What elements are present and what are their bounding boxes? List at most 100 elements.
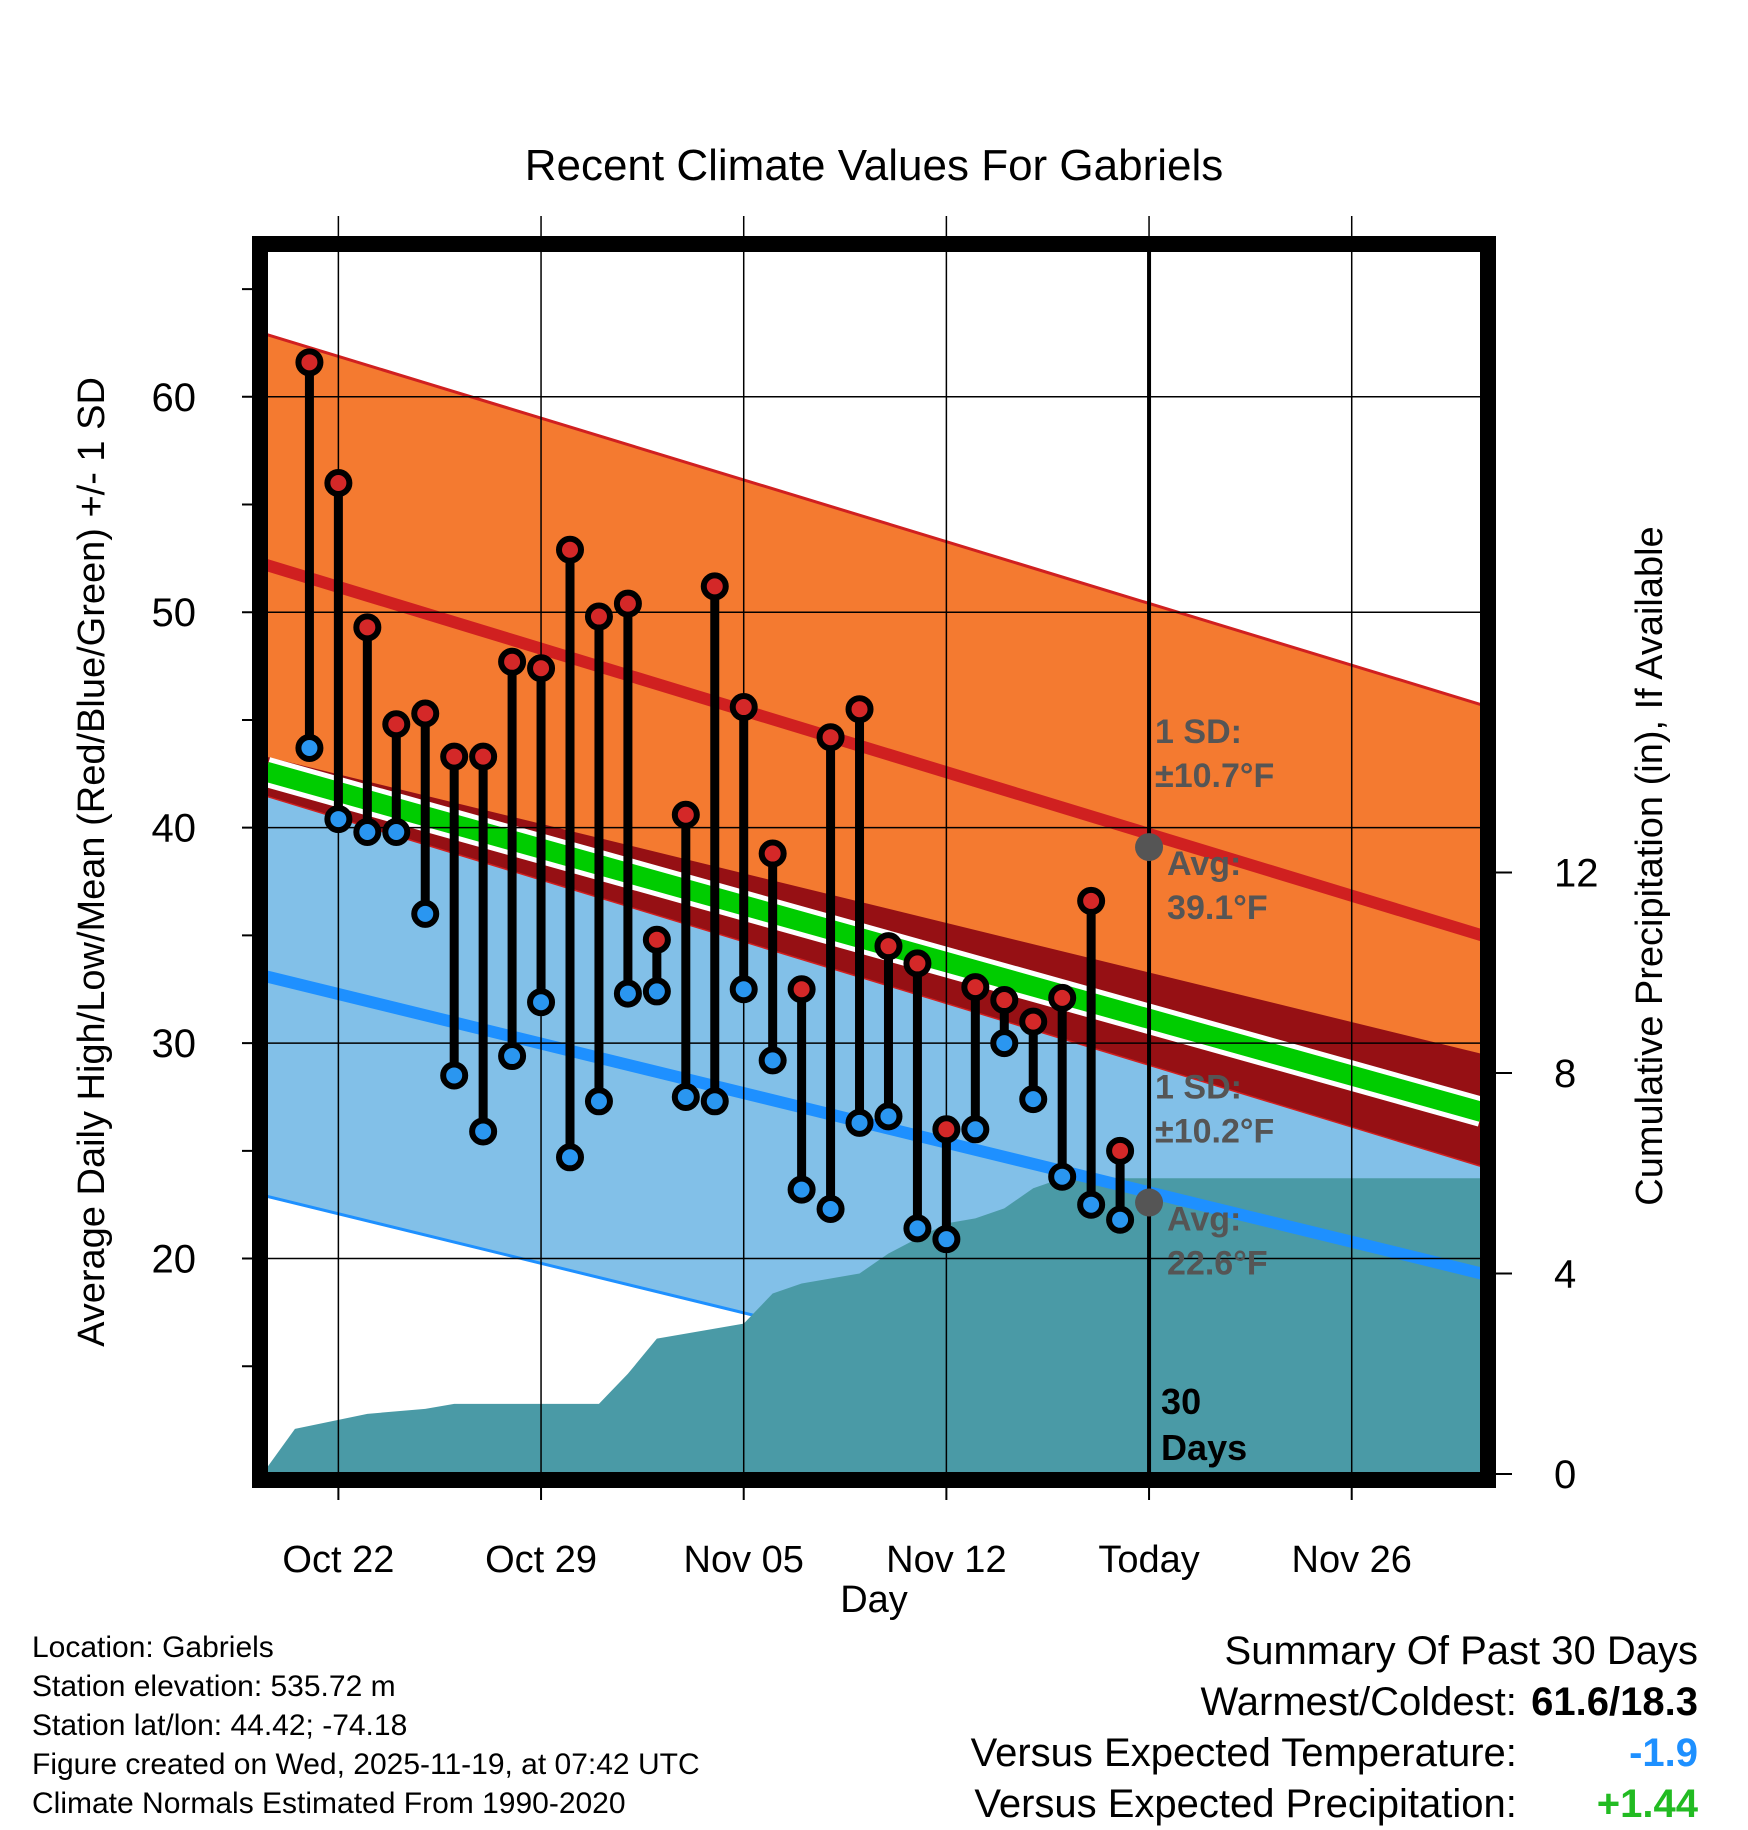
left-tick-label: 50 [152,591,197,635]
precip-area [266,1178,1482,1474]
high-point [758,839,787,868]
high-point [584,602,613,631]
summary-panel: Summary Of Past 30 Days Warmest/Coldest:… [971,1626,1698,1830]
high-point [498,647,527,676]
plot-area [266,332,1482,1474]
high-point [1019,1007,1048,1036]
low-point [671,1082,700,1111]
low-point [382,817,411,846]
high-point [411,699,440,728]
right-tick-label: 0 [1554,1453,1576,1497]
x-tick-label: Nov 05 [684,1539,804,1581]
high-point [671,800,700,829]
low-sd-label: 1 SD: [1155,1069,1242,1107]
x-tick-label: Nov 26 [1292,1539,1412,1581]
temp-label: Versus Expected Temperature: [970,1731,1517,1775]
high-point [1077,886,1106,915]
low-point [1048,1162,1077,1191]
left-tick-label: 30 [152,1022,197,1066]
summary-title: Summary Of Past 30 Days [1224,1629,1698,1673]
x-tick-label: Nov 12 [886,1539,1006,1581]
x-tick-label: Oct 29 [485,1539,597,1581]
high-sd-label: 1 SD: [1155,713,1242,751]
low-point [700,1087,729,1116]
low-point [787,1175,816,1204]
x-tick-label: Today [1098,1539,1199,1581]
low-point [932,1225,961,1254]
elevation-text: Station elevation: 535.72 m [32,1670,396,1703]
left-tick-label: 40 [152,807,197,851]
right-tick-label: 4 [1554,1253,1576,1297]
high-point [961,973,990,1002]
low-point [845,1108,874,1137]
high-avg-marker [1135,833,1164,862]
high-point [700,572,729,601]
high-point [990,986,1019,1015]
low-point [990,1029,1019,1058]
high-avg-label: Avg: [1167,845,1241,883]
high-point [613,589,642,618]
left-tick-label: 60 [152,376,197,420]
low-point [556,1143,584,1172]
low-point [527,988,556,1017]
low-point [1077,1190,1106,1219]
low-point [874,1102,903,1131]
axes: 20 30 40 50 60 0 4 8 12 Oct 22 Oct 29 Nov 05 Nov 12 T… [152,288,1599,1581]
normals-text: Climate Normals Estimated From 1990-2020 [32,1787,626,1820]
low-point [411,899,440,928]
plot-frame [252,236,1496,1488]
y-axis-right-label: Cumulative Precipitation (in), If Availa… [1629,526,1671,1205]
y-axis-left-label: Average Daily High/Low/Mean (Red/Blue/Gr… [71,377,113,1347]
low-avg-label: Avg: [1167,1201,1241,1239]
low-avg-value: 22.6°F [1167,1245,1268,1283]
warmest-value: 61.6/18.3 [1531,1680,1698,1724]
days-count-label: 30 [1161,1381,1201,1422]
low-point [758,1046,787,1075]
high-point [642,925,671,954]
summary-precip-row: Versus Expected Precipitation: +1.44 [971,1779,1698,1830]
precip-label: Versus Expected Precipitation: [974,1782,1517,1826]
normal-high-line [266,559,1482,942]
high-point [527,654,556,683]
x-tick-label: Oct 22 [282,1539,394,1581]
high-sd-value: ±10.7°F [1155,757,1274,795]
low-point [961,1115,990,1144]
low-point [324,805,353,834]
high-point [845,695,874,724]
low-point [353,817,382,846]
low-point [440,1061,469,1090]
warmest-label: Warmest/Coldest: [1200,1680,1517,1724]
low-avg-marker [1135,1188,1164,1217]
high-point [1106,1136,1135,1165]
low-point [816,1195,845,1224]
low-point [642,977,671,1006]
low-point [584,1087,613,1116]
high-point [295,348,324,377]
high-point [324,468,353,497]
high-point [729,693,758,722]
left-tick-label: 20 [152,1238,197,1282]
high-point [353,613,382,642]
high-point [469,742,498,771]
high-point [874,932,903,961]
high-point [440,742,469,771]
days-word-label: Days [1161,1427,1247,1468]
climate-chart: Recent Climate Values For Gabriels 1 SD:… [71,141,1671,1620]
low-point [295,733,324,762]
high-point [1048,983,1077,1012]
low-point [1019,1085,1048,1114]
low-point [498,1042,527,1071]
x-axis-label: Day [840,1579,908,1620]
right-tick-label: 12 [1554,852,1599,896]
chart-overlay: 1 SD: ±10.7°F Avg: 39.1°F 1 SD: ±10.2°F Avg: 22… [266,216,1482,1474]
right-tick-label: 8 [1554,1052,1576,1096]
high-point [556,535,584,564]
high-point [932,1115,961,1144]
high-point [903,949,932,978]
normal-low-line [266,970,1482,1280]
high-avg-value: 39.1°F [1167,889,1268,927]
low-point [469,1117,498,1146]
station-info: Location: Gabriels Station elevation: 53… [32,1628,700,1823]
summary-temp-row: Versus Expected Temperature: -1.9 [971,1728,1698,1779]
low-point [613,979,642,1008]
